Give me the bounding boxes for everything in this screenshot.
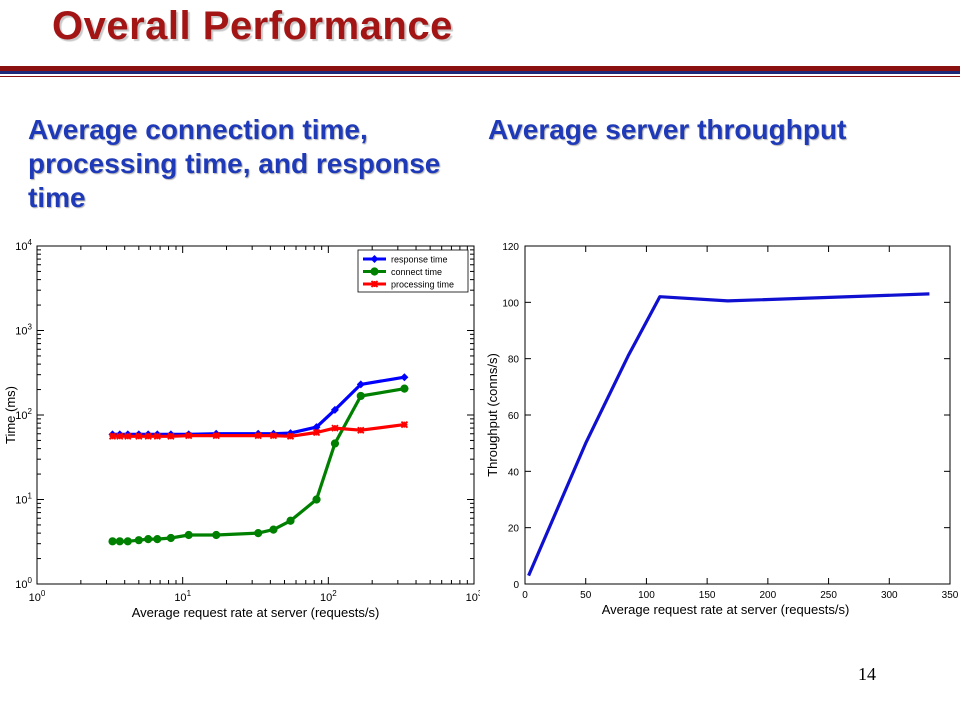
data-point	[400, 420, 409, 429]
data-point	[356, 391, 365, 401]
data-point	[286, 432, 295, 440]
series-line	[112, 387, 405, 543]
y-tick-label: 80	[508, 355, 520, 366]
legend-label: processing time	[391, 280, 454, 290]
data-point	[312, 423, 321, 432]
x-axis-label: Average request rate at server (requests…	[602, 602, 850, 617]
x-tick-label: 100	[638, 590, 655, 601]
x-axis-label: Average request rate at server (requests…	[132, 605, 380, 620]
data-point	[135, 432, 143, 440]
data-point	[212, 530, 221, 540]
slide-title: Overall Performance	[52, 4, 453, 48]
data-point	[144, 534, 153, 544]
data-point	[108, 432, 117, 440]
title-rule-navy	[0, 71, 960, 74]
log-time-chart: 100 101 102 103 100 101 102 103 104 Average reque…	[3, 238, 480, 620]
plot-frame	[36, 245, 475, 585]
page-number: 14	[858, 664, 876, 684]
x-tick-label: 200	[760, 590, 777, 601]
x-tick-label: 100	[29, 589, 46, 604]
y-tick-label: 103	[15, 323, 32, 338]
x-tick-label: 250	[820, 590, 837, 601]
title-rule-thin	[0, 76, 960, 77]
data-point	[269, 525, 278, 534]
data-point	[134, 536, 143, 545]
data-point	[184, 530, 193, 540]
data-point	[356, 380, 365, 389]
series-line	[112, 423, 405, 438]
legend-marker	[370, 280, 379, 288]
data-point	[212, 431, 220, 440]
title-rule-red	[0, 66, 960, 71]
series-connect-time	[108, 384, 409, 546]
series-processing-time	[108, 420, 409, 440]
y-tick-label: 120	[502, 242, 519, 253]
y-tick-label: 100	[502, 298, 519, 309]
data-point	[108, 537, 117, 546]
x-tick-label: 300	[881, 590, 898, 601]
x-tick-label: 102	[320, 589, 337, 604]
y-tick-label: 104	[15, 238, 32, 253]
caption-throughput: Average server throughput	[488, 114, 847, 145]
data-point	[124, 432, 132, 440]
y-tick-label: 101	[15, 492, 32, 507]
data-point	[116, 432, 124, 440]
x-tick-label: 101	[174, 589, 191, 604]
data-point	[357, 426, 365, 434]
data-point	[167, 432, 175, 440]
data-point	[144, 432, 152, 440]
data-point	[254, 529, 263, 538]
legend-label: response time	[391, 255, 448, 265]
throughput-chart: 0 50 100 150 200 250 300 350 0 20 40 60 80 100 120 Aver…	[485, 242, 959, 617]
y-axis-label: Throughput (conns/s)	[485, 353, 500, 477]
throughput-line	[527, 292, 930, 577]
y-tick-label: 60	[508, 411, 520, 422]
legend-marker	[370, 267, 379, 276]
data-point	[312, 495, 321, 504]
data-point	[331, 424, 339, 432]
x-tick-label: 0	[522, 590, 528, 601]
plot-frame	[524, 245, 951, 585]
caption-response-times: Average connection time, processing time…	[28, 114, 441, 213]
x-tick-label: 350	[942, 590, 959, 601]
legend-label: connect time	[391, 267, 442, 277]
data-point	[312, 428, 321, 437]
data-point	[330, 405, 339, 414]
x-tick-label: 50	[580, 590, 592, 601]
data-point	[123, 537, 132, 546]
data-point	[330, 439, 340, 448]
data-point	[153, 432, 161, 440]
data-point	[166, 533, 175, 543]
y-tick-label: 102	[15, 407, 32, 422]
data-point	[185, 431, 193, 440]
y-tick-label: 20	[508, 524, 520, 535]
y-tick-label: 100	[15, 576, 32, 591]
data-point	[269, 431, 278, 440]
y-tick-label: 40	[508, 467, 520, 478]
x-tick-label: 103	[466, 589, 480, 604]
y-tick-label: 0	[513, 580, 519, 591]
x-tick-label: 150	[699, 590, 716, 601]
data-point	[400, 384, 409, 393]
data-point	[115, 537, 124, 546]
data-point	[254, 431, 262, 440]
data-point	[153, 534, 162, 544]
y-axis-label: Time (ms)	[3, 386, 18, 444]
legend-marker	[370, 255, 379, 263]
data-point	[400, 373, 409, 382]
data-point	[286, 516, 295, 525]
